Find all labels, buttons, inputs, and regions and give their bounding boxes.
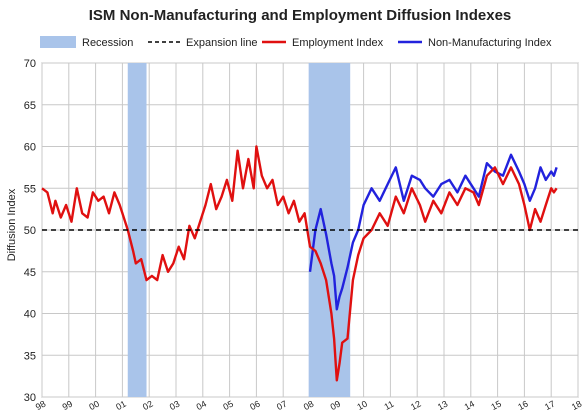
x-tick-labels: 98 99 00 01 02 03 04 05 06 07 08 09 10 11 12 13 14 15 16 17…	[34, 399, 584, 413]
y-tick-label: 35	[24, 350, 36, 362]
x-tick-label: 05	[221, 399, 235, 413]
y-tick-label: 65	[24, 100, 36, 112]
legend-label-employment: Employment Index	[292, 37, 384, 49]
x-tick-label: 16	[516, 399, 530, 413]
series-lines	[41, 145, 558, 382]
x-tick-label: 10	[355, 399, 369, 413]
legend-label-non-manufacturing: Non-Manufacturing Index	[428, 37, 552, 49]
y-axis-label: Diffusion Index	[6, 188, 18, 261]
y-tick-label: 45	[24, 267, 36, 279]
x-tick-label: 99	[61, 399, 75, 413]
y-tick-label: 55	[24, 183, 36, 195]
y-tick-label: 60	[24, 142, 36, 154]
chart-title: ISM Non-Manufacturing and Employment Dif…	[89, 7, 512, 24]
x-tick-label: 12	[409, 399, 423, 413]
legend: Recession Expansion line Employment Inde…	[40, 36, 552, 49]
x-tick-label: 17	[543, 399, 557, 413]
x-tick-label: 00	[87, 399, 101, 413]
x-tick-label: 07	[275, 399, 289, 413]
non-manufacturing-index-line	[308, 153, 558, 311]
x-tick-label: 06	[248, 399, 262, 413]
legend-swatch-recession	[40, 36, 76, 48]
recession-band	[127, 63, 147, 397]
x-tick-label: 02	[141, 399, 155, 413]
y-tick-labels: 30 35 40 45 50 55 60 65 70	[24, 58, 36, 404]
x-tick-label: 18	[570, 399, 584, 413]
x-tick-label: 11	[383, 399, 396, 412]
x-tick-label: 14	[463, 399, 477, 413]
y-tick-label: 40	[24, 309, 36, 321]
x-tick-label: 98	[34, 399, 48, 413]
employment-index-line	[41, 145, 558, 382]
x-tick-label: 01	[114, 399, 128, 413]
legend-label-recession: Recession	[82, 37, 133, 49]
y-tick-label: 30	[24, 392, 36, 404]
x-tick-label: 15	[489, 399, 503, 413]
y-tick-label: 70	[24, 58, 36, 70]
x-tick-label: 03	[168, 399, 182, 413]
y-tick-label: 50	[24, 225, 36, 237]
x-tick-label: 13	[436, 399, 450, 413]
x-tick-label: 04	[195, 399, 209, 413]
x-tick-label: 08	[302, 399, 316, 413]
legend-label-expansion: Expansion line	[186, 37, 258, 49]
x-tick-label: 09	[329, 399, 343, 413]
